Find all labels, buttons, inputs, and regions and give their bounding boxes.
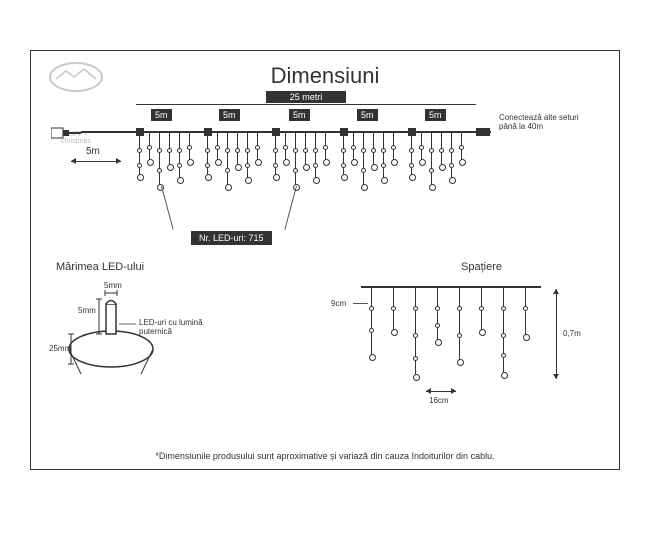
total-length-label: 25 metri — [266, 91, 346, 103]
lead-length-arrow — [71, 161, 121, 162]
connector-2 — [204, 128, 212, 136]
segment-label-1: 5m — [151, 109, 172, 121]
callout-line-2 — [284, 186, 297, 230]
connector-4 — [340, 128, 348, 136]
extend-text: Conectează alte seturi până la 40m — [499, 114, 579, 132]
spacing-title: Spațiere — [461, 261, 502, 273]
connector-3 — [272, 128, 280, 136]
footnote-text: *Dimensiunile produsului sunt aproximati… — [155, 451, 494, 461]
led-height-text: 5mm — [78, 306, 96, 315]
segment-label-2: 5m — [219, 109, 240, 121]
led-desc-text: LED-uri cu lumină puternică — [139, 319, 209, 337]
led-width-text: 5mm — [104, 281, 122, 290]
end-connector — [476, 128, 490, 136]
connector-5 — [408, 128, 416, 136]
diagram-frame: FLIPPYchristmas Dimensiuni 25 metri 5m 5… — [30, 50, 620, 470]
segment-label-5: 5m — [425, 109, 446, 121]
led-count-label: Nr. LED-uri: 715 — [191, 231, 272, 245]
segment-label-3: 5m — [289, 109, 310, 121]
lead-length-text: 5m — [86, 146, 100, 157]
spacing-cable — [361, 286, 541, 288]
total-length-line — [136, 104, 476, 105]
diagram-title: Dimensiuni — [271, 63, 380, 89]
led-size-title: Mărimea LED-ului — [56, 261, 144, 273]
connector-1 — [136, 128, 144, 136]
led-disc-text: 25mm — [49, 344, 71, 353]
segment-label-4: 5m — [357, 109, 378, 121]
spacing-gap-arrow — [426, 391, 456, 392]
callout-line-1 — [161, 186, 174, 230]
spacing-height-arrow — [556, 289, 557, 379]
spacing-top-callout — [353, 303, 368, 304]
spacing-gap-text: 16cm — [429, 396, 449, 405]
spacing-top-text: 9cm — [331, 299, 346, 308]
plug-icon — [51, 126, 81, 145]
brand-logo: FLIPPYchristmas — [46, 59, 106, 109]
spacing-height-text: 0,7m — [563, 329, 581, 338]
